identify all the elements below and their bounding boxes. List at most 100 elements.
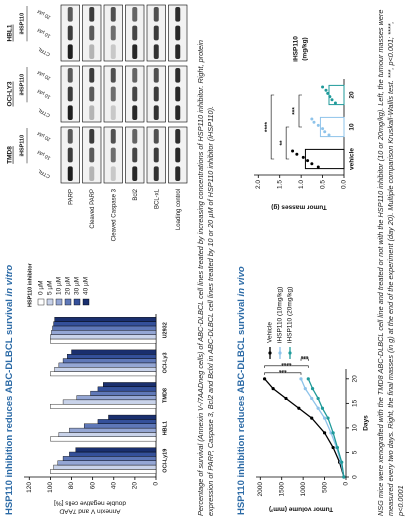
blot-band: [67, 25, 73, 41]
x-axis-label: Days: [363, 415, 370, 431]
blot-band: [153, 147, 159, 163]
point: [316, 165, 320, 169]
point: [324, 88, 328, 92]
bar: [62, 358, 157, 364]
x-tick-label: 10: [352, 424, 359, 432]
point: [321, 127, 325, 131]
point: [327, 133, 331, 137]
blot-band: [175, 166, 181, 181]
point: [326, 416, 330, 420]
legend-label: 0 µM: [38, 280, 45, 295]
blot-band: [153, 128, 159, 144]
bar: [102, 382, 157, 388]
series-line: [300, 378, 345, 478]
blot-band: [153, 68, 159, 83]
legend-label: Vehicle: [267, 322, 274, 343]
row-label: BCL-xL: [154, 188, 160, 209]
x-tick-label: OCI-Ly19: [162, 449, 168, 473]
bracket: [270, 94, 275, 160]
legend-label: 30 µM: [74, 277, 81, 295]
cell-line: TMD8: [7, 146, 14, 164]
point: [310, 117, 314, 121]
group-label: iHSP110: [19, 74, 25, 96]
blot-band: [67, 44, 73, 59]
legend-label: iHSP110 (20mg/kg): [287, 287, 294, 343]
y-tick-label: 500: [321, 482, 328, 493]
point: [340, 460, 344, 464]
bar: [54, 317, 157, 322]
bar: [90, 390, 157, 396]
y-tick-label: 40: [110, 482, 117, 490]
blot-band: [132, 86, 138, 102]
y-tick-label: 1000: [300, 482, 307, 497]
point: [326, 91, 330, 95]
point: [297, 406, 301, 410]
bar-chart: 0 20 40 60 80 100 120 Annexin V and 7AADdouble …: [24, 262, 168, 514]
blot-band: [110, 7, 116, 22]
x-tick-label: TMD8: [162, 388, 168, 403]
point: [316, 406, 320, 410]
bar: [62, 456, 157, 461]
legend-swatch: [64, 298, 72, 306]
x-tick-label: HBL1: [162, 421, 168, 435]
bracket: [264, 372, 302, 375]
point: [331, 431, 335, 435]
blot-band: [89, 86, 95, 102]
blot-band: [153, 166, 159, 181]
blot-band: [132, 128, 138, 144]
legend-label: iHSP110 (10mg/kg): [277, 287, 284, 343]
x-tick-label: U2932: [162, 322, 168, 338]
bar: [108, 414, 157, 420]
x-tick-label: 5: [352, 450, 359, 454]
bar: [328, 84, 345, 106]
bar: [97, 386, 157, 392]
y-tick-label: 60: [89, 482, 96, 490]
annotation: ***: [292, 107, 299, 115]
point: [321, 85, 325, 89]
x-axis-label: iHSP110: [293, 36, 300, 62]
annotation: ***: [300, 352, 308, 359]
bracket: [264, 365, 309, 368]
blot-band: [89, 128, 95, 144]
y-axis-label: double negative cells [%]: [54, 499, 126, 506]
legend-marker: [278, 351, 282, 355]
x-tick-label: 20: [349, 91, 356, 99]
annotation: ***: [279, 366, 287, 373]
legend-marker: [288, 351, 292, 355]
y-tick-label: 1.0: [298, 180, 305, 189]
bar: [304, 148, 345, 170]
x-axis-label: (mg/kg): [302, 37, 309, 60]
point: [323, 130, 327, 134]
blot-band: [110, 68, 116, 83]
y-axis-label: Tumor volume (mm³): [269, 505, 333, 512]
point: [262, 377, 267, 381]
bar: [50, 469, 157, 474]
point: [330, 98, 334, 102]
bar: [58, 362, 157, 368]
y-tick-label: 0.0: [341, 180, 348, 189]
caption: NSG mice were xenografted with the TMD8 …: [376, 9, 405, 516]
x-tick-label: 20: [352, 375, 359, 383]
blot-band: [175, 44, 181, 59]
column-label: 20 µM: [37, 8, 52, 20]
legend-marker: [268, 351, 272, 355]
section-title: HSP110 inhibition reduces ABC-DLBCL surv…: [4, 264, 15, 515]
row-label: Bcl2: [133, 188, 139, 200]
blot-band: [153, 44, 159, 59]
blot-band: [67, 86, 73, 102]
bar: [97, 419, 157, 424]
y-tick-label: 2000: [257, 482, 264, 497]
legend-label: 20 µM: [65, 277, 72, 295]
blot-band: [132, 68, 138, 83]
annotation: **: [279, 140, 286, 146]
x-tick-label: vehicle: [349, 148, 356, 170]
bracket: [298, 94, 302, 128]
point: [303, 387, 307, 391]
annotation: ****: [264, 121, 271, 132]
blot-band: [175, 86, 181, 102]
point: [301, 155, 305, 159]
bar: [53, 321, 157, 327]
blot-band: [132, 44, 138, 59]
blot-band: [175, 25, 181, 41]
y-tick-label: 2.0: [255, 180, 262, 189]
